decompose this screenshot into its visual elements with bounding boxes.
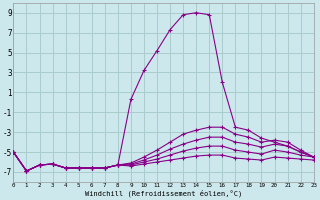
X-axis label: Windchill (Refroidissement éolien,°C): Windchill (Refroidissement éolien,°C) [85,190,242,197]
